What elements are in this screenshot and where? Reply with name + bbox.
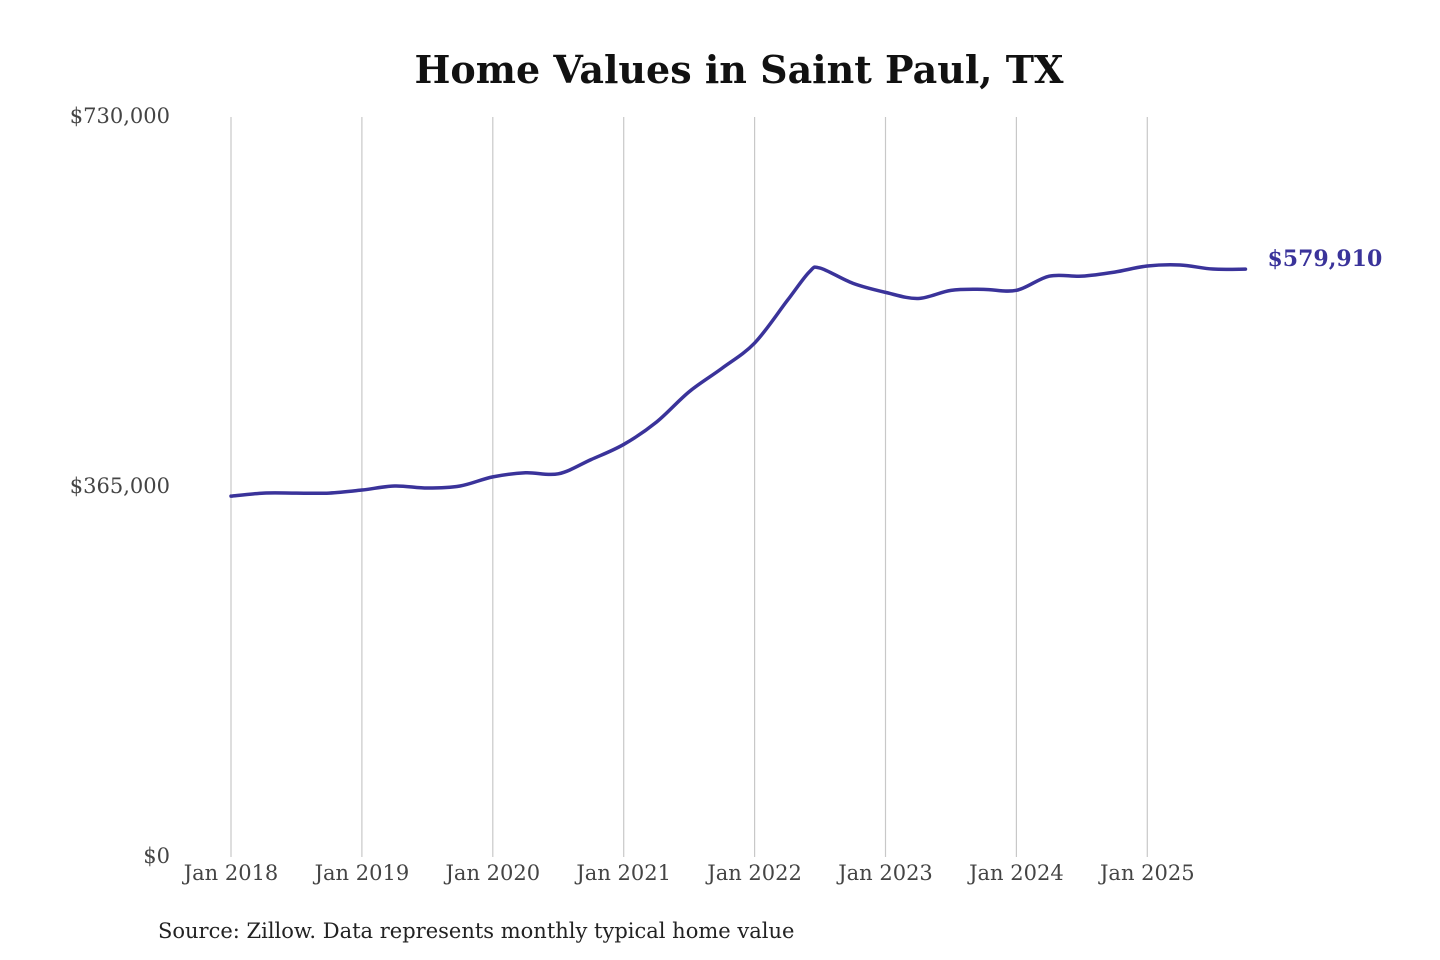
y-tick-label: $730,000 <box>70 104 170 128</box>
y-tick-label: $0 <box>143 844 170 868</box>
x-tick-label: Jan 2023 <box>836 861 933 885</box>
grid-lines <box>230 117 1148 857</box>
source-note: Source: Zillow. Data represents monthly … <box>158 919 794 943</box>
x-tick-label: Jan 2021 <box>574 861 671 885</box>
x-axis: Jan 2018 Jan 2019 Jan 2020 Jan 2021 Jan 2022… <box>182 861 1195 885</box>
end-value-label: $579,910 <box>1267 246 1382 272</box>
x-tick-label: Jan 2024 <box>967 861 1064 885</box>
x-tick-label: Jan 2020 <box>444 861 541 885</box>
x-tick-label: Jan 2018 <box>182 861 279 885</box>
series-line <box>229 263 1248 498</box>
x-tick-label: Jan 2022 <box>705 861 802 885</box>
x-tick-label: Jan 2025 <box>1098 861 1195 885</box>
chart-title: Home Values in Saint Paul, TX <box>414 47 1064 92</box>
y-axis: $0 $365,000 $730,000 <box>70 104 170 868</box>
x-tick-label: Jan 2019 <box>313 861 410 885</box>
y-tick-label: $365,000 <box>70 474 170 498</box>
